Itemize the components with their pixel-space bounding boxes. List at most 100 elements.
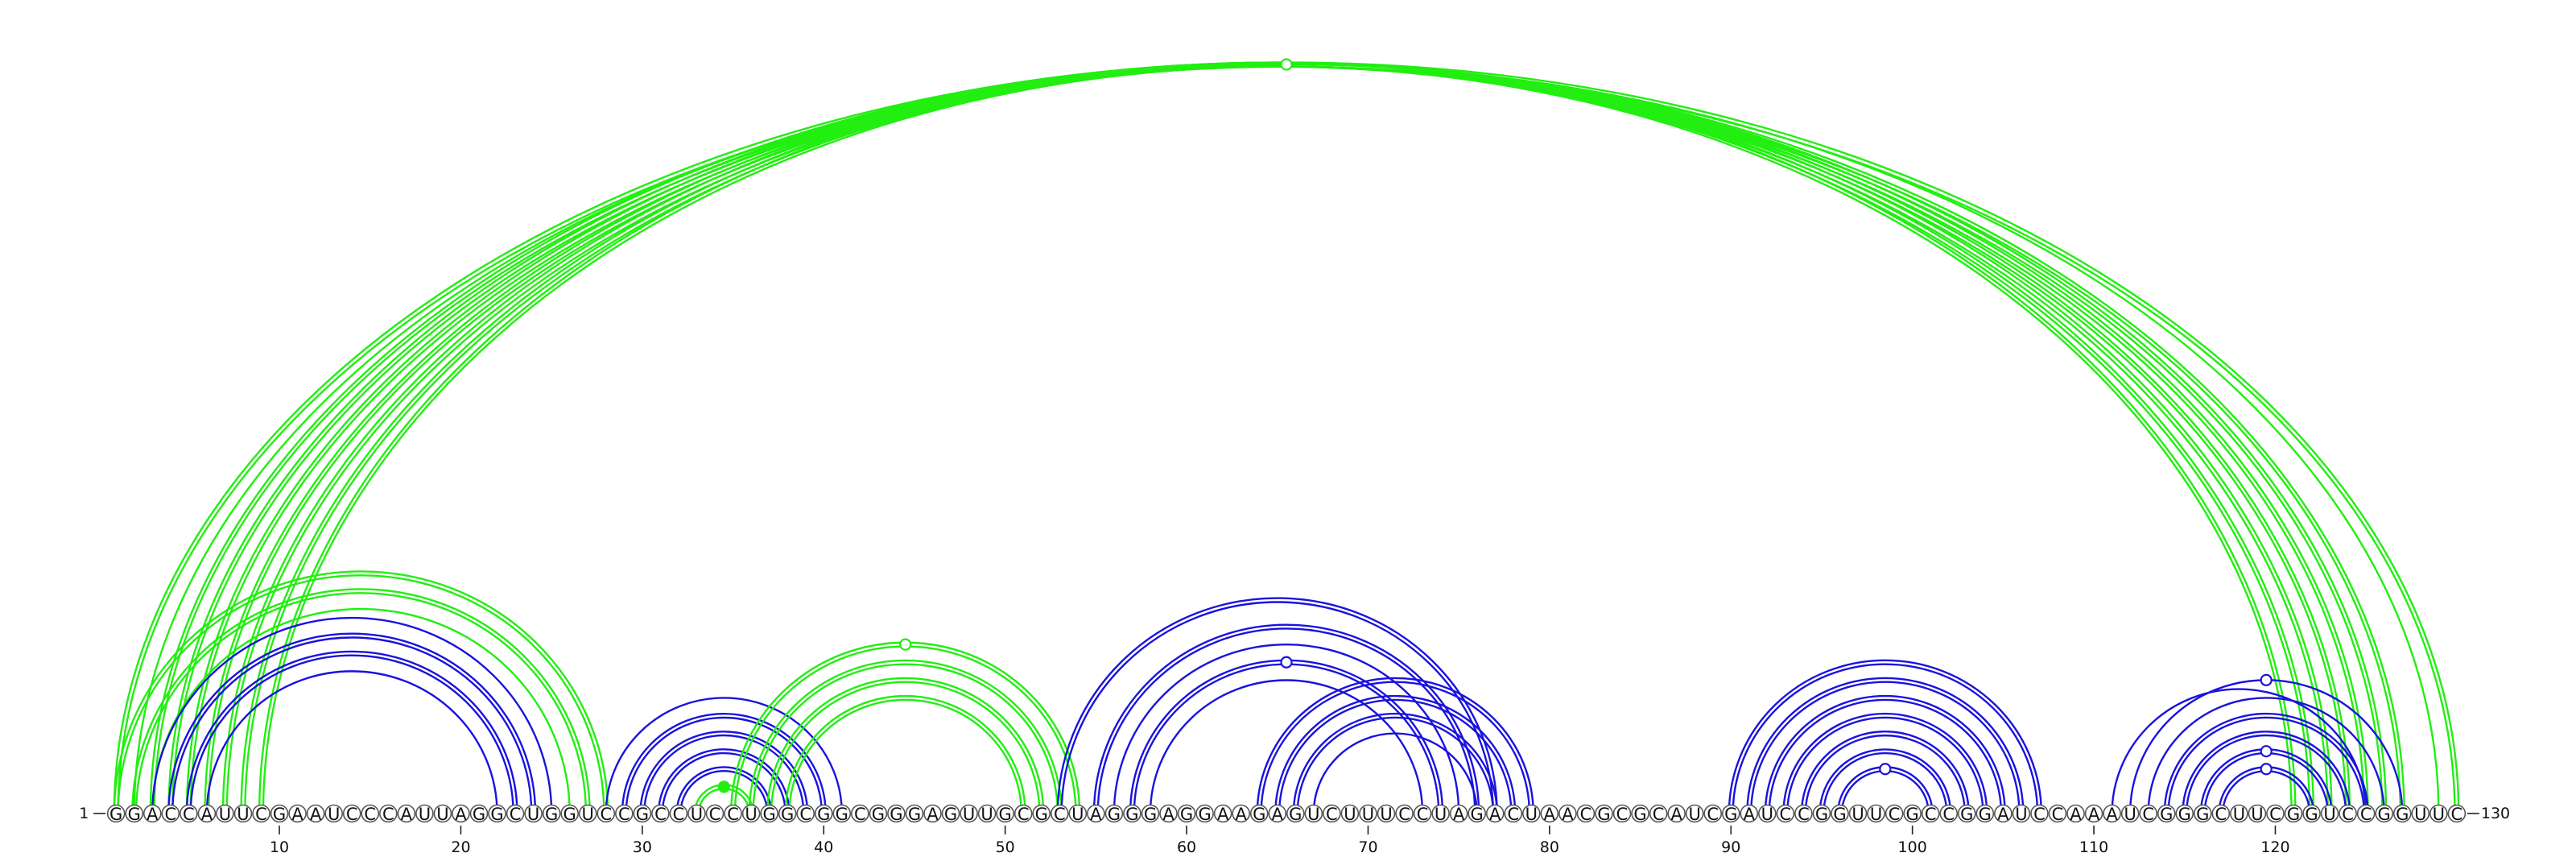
nucleotide-letter-106: U [2015, 805, 2027, 824]
base-pair-arc-90-107-line1 [1732, 663, 2039, 814]
nucleotide-circle-107 [2030, 804, 2049, 823]
nucleotide-circle-102 [1939, 804, 1959, 823]
base-pair-arc-114-125-line2 [2163, 712, 2369, 814]
nucleotide-letter-39: C [799, 805, 811, 824]
base-pair-arc-65-78-line2 [1274, 694, 1517, 814]
nucleotide-letter-72: C [1398, 805, 1410, 824]
nucleotide-circle-21 [469, 804, 489, 823]
nucleotide-circle-5 [180, 804, 198, 823]
nucleotide-circle-37 [760, 804, 778, 823]
nucleotide-circle-108 [2048, 804, 2067, 823]
base-pair-arc-4-24-line2 [167, 632, 537, 814]
nucleotide-circle-66 [1286, 804, 1305, 823]
nucleotide-circle-45 [905, 804, 924, 823]
nucleotide-circle-116 [2194, 804, 2212, 823]
nucleotide-circle-106 [2012, 804, 2031, 823]
nucleotide-circle-97 [1848, 804, 1868, 823]
nucleotide-letter-67: U [1307, 805, 1319, 824]
nucleotide-circle-32 [669, 804, 688, 823]
nucleotide-circle-25 [542, 804, 561, 823]
arc-marker-2-129 [1280, 58, 1293, 71]
nucleotide-circle-2 [125, 804, 144, 823]
nucleotide-letter-61: G [1198, 805, 1211, 824]
nucleotide-letter-27: U [582, 805, 594, 824]
base-pair-arc-29-40-line2 [621, 712, 827, 814]
nucleotide-letter-47: G [944, 805, 957, 824]
nucleotide-circle-95 [1812, 804, 1831, 823]
base-pair-arc-31-38-line2 [657, 748, 791, 814]
nucleotide-circle-56 [1104, 804, 1124, 823]
nucleotide-letter-104: G [1979, 805, 1992, 824]
base-pair-arc-32-37-line1 [679, 769, 769, 814]
nucleotide-letter-37: G [762, 805, 775, 824]
nucleotide-circle-23 [506, 804, 525, 823]
nucleotide-circle-73 [1413, 804, 1432, 823]
nucleotide-letter-29: C [618, 805, 630, 824]
base-pair-arc-37-52-line1 [770, 681, 1041, 814]
nucleotide-letter-102: C [1942, 805, 1955, 824]
base-pair-arc-93-104-line2 [1782, 712, 1988, 814]
nucleotide-letter-94: C [1798, 805, 1810, 824]
nucleotide-letter-121: G [2287, 805, 2300, 824]
base-pair-arc-4-126-line1 [171, 65, 2384, 814]
nucleotide-letter-127: G [2396, 805, 2409, 824]
nucleotide-letter-49: U [980, 805, 993, 824]
sequence-end-label: 130 [2481, 805, 2510, 822]
nucleotide-circle-50 [996, 804, 1014, 823]
nucleotide-circle-125 [2356, 804, 2376, 823]
nucleotide-circle-38 [778, 804, 797, 823]
arc-marker-96-101 [1879, 763, 1892, 776]
base-pair-arc-7-123-line2 [221, 61, 2333, 814]
tick-label-20: 20 [451, 838, 470, 856]
nucleotide-circle-124 [2339, 804, 2357, 823]
nucleotide-letter-46: A [927, 805, 939, 824]
nucleotide-letter-16: C [382, 805, 394, 824]
nucleotide-circle-39 [796, 804, 815, 823]
arc-marker-117-122 [2260, 763, 2273, 776]
nucleotide-letter-30: G [636, 805, 649, 824]
nucleotide-letter-98: U [1870, 805, 1882, 824]
nucleotide-circle-17 [397, 804, 416, 823]
base-pair-arc-66-77-line2 [1292, 712, 1498, 814]
nucleotide-letter-110: A [2088, 805, 2100, 824]
nucleotide-letter-95: G [1815, 805, 1828, 824]
nucleotide-letter-120: C [2269, 805, 2281, 824]
nucleotide-letter-2: G [128, 805, 141, 824]
base-pair-arc-115-124-line1 [2185, 734, 2347, 814]
nucleotide-letter-97: U [1852, 805, 1864, 824]
nucleotide-circle-119 [2248, 804, 2267, 823]
nucleotide-letter-6: A [201, 805, 213, 824]
base-pair-arc-4-126-line2 [167, 61, 2388, 814]
nucleotide-letter-51: C [1018, 805, 1030, 824]
nucleotide-letter-84: C [1616, 805, 1629, 824]
nucleotide-letter-101: C [1925, 805, 1937, 824]
nucleotide-letter-66: G [1289, 805, 1302, 824]
nucleotide-letter-4: C [164, 805, 176, 824]
nucleotide-letter-77: A [1489, 805, 1501, 824]
nucleotide-letter-45: G [908, 805, 921, 824]
base-pair-arc-65-78-line1 [1278, 698, 1513, 814]
nucleotide-circle-93 [1776, 804, 1795, 823]
nucleotide-circle-55 [1087, 804, 1105, 823]
base-pair-arc-36-53-line2 [748, 659, 1063, 814]
nucleotide-letter-58: G [1144, 805, 1157, 824]
nucleotide-letter-17: A [401, 805, 413, 824]
nucleotide-letter-9: C [255, 805, 267, 824]
nucleotide-letter-60: G [1180, 805, 1193, 824]
nucleotide-letter-74: U [1435, 805, 1447, 824]
base-pair-arc-4-24-line1 [171, 636, 533, 814]
nucleotide-letter-96: G [1833, 805, 1846, 824]
base-pair-arc-9-121-line2 [258, 61, 2297, 814]
nucleotide-letter-19: U [436, 805, 448, 824]
nucleotide-letter-75: A [1453, 805, 1465, 824]
nucleotide-circle-127 [2392, 804, 2412, 823]
nucleotide-circle-90 [1721, 804, 1740, 823]
nucleotide-letter-115: G [2178, 805, 2191, 824]
nucleotide-letter-23: C [510, 805, 522, 824]
nucleotide-circle-117 [2211, 804, 2231, 823]
nucleotide-letter-20: A [455, 805, 467, 824]
base-pair-arc-94-103-line2 [1800, 731, 1970, 814]
nucleotide-letter-53: C [1054, 805, 1066, 824]
nucleotide-letter-35: C [727, 805, 739, 824]
